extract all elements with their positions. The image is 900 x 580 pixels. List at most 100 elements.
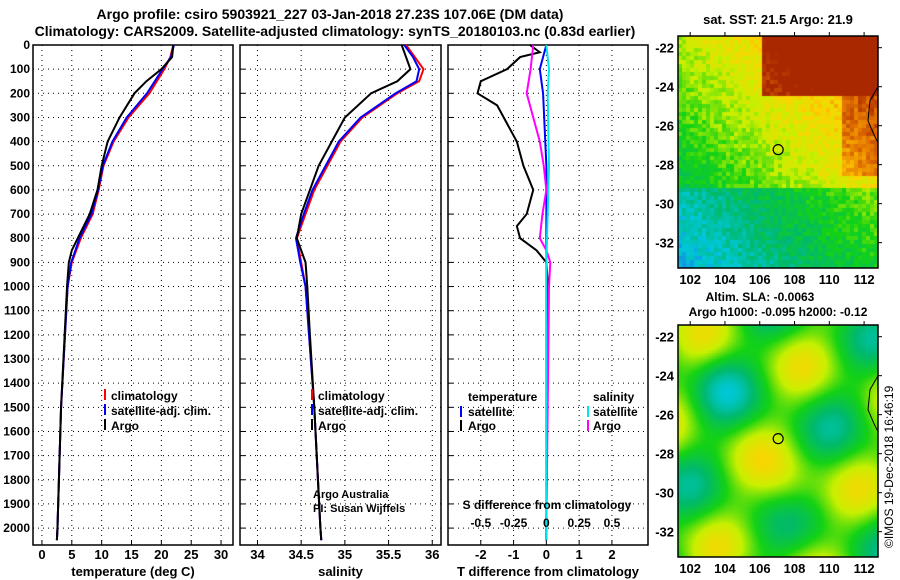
x-tick-label: 20 (154, 547, 168, 562)
sla-map (678, 325, 878, 557)
legend-label: satellite-adj. clim. (318, 404, 418, 418)
x-tick-label: 108 (784, 272, 806, 287)
legend-label: Argo (468, 419, 496, 433)
sst-map-title: sat. SST: 21.5 Argo: 21.9 (703, 12, 853, 27)
y-tick-label: -24 (655, 369, 675, 384)
x-tick-label: 34 (250, 547, 265, 562)
y-tick-label: -26 (655, 408, 674, 423)
x-tick-label: 106 (749, 272, 771, 287)
x-tick-label: 0 (543, 547, 550, 562)
y-tick-label: 1300 (3, 352, 30, 366)
figure-title: Argo profile: csiro 5903921_227 03-Jan-2… (97, 6, 564, 22)
x-tick-label: 5 (68, 547, 75, 562)
y-tick-label: -32 (655, 236, 674, 251)
x-tick-label: 1 (576, 547, 583, 562)
y-tick-label: -28 (655, 447, 674, 462)
plot-frame (447, 44, 649, 546)
x-tick-label: 30 (214, 547, 228, 562)
y-tick-label: 100 (10, 62, 30, 76)
x-axis-label: T difference from climatology (457, 564, 640, 579)
y-tick-label: -22 (655, 330, 674, 345)
y-tick-label: 2000 (3, 521, 30, 535)
x-tick-label: -1 (508, 547, 520, 562)
x-tick-label: 104 (714, 561, 736, 576)
coastline (867, 86, 879, 143)
y-tick-label: 900 (10, 255, 30, 269)
annotation-line: Argo Australia (313, 489, 389, 501)
x-tick-label: 104 (714, 272, 736, 287)
x-tick-label: -2 (475, 547, 487, 562)
x-axis-label: temperature (deg C) (71, 564, 195, 579)
x-tick-label: 25 (184, 547, 198, 562)
legend-label: climatology (111, 389, 178, 403)
y-tick-label: 1700 (3, 449, 30, 463)
y-tick-label: -32 (655, 525, 674, 540)
argo-position-marker (772, 144, 784, 156)
figure-subtitle: Climatology: CARS2009. Satellite-adjuste… (35, 23, 636, 39)
map-frame (677, 324, 879, 558)
legend-label: Argo (593, 419, 621, 433)
x-tick-label: 34.5 (289, 547, 314, 562)
coastline (867, 375, 879, 432)
y-tick-label: 1400 (3, 376, 30, 390)
x-tick-label: 35 (338, 547, 352, 562)
legend-label: satellite-adj. clim. (111, 404, 211, 418)
x-tick-label: 110 (819, 272, 840, 287)
y-tick-label: 0 (23, 38, 30, 52)
map-frame (677, 35, 879, 269)
series-line-salinity-satellite (545, 44, 550, 541)
panel-differences: -2 -1 0 1 2 T difference from climatology temp… (447, 44, 649, 579)
y-tick-label: 1500 (3, 400, 30, 414)
legend-label: Argo (318, 419, 346, 433)
legend-label: satellite (593, 405, 638, 419)
x-tick-label: 102 (679, 561, 701, 576)
x-axis-label: salinity (318, 564, 364, 579)
x-tick-label: 110 (819, 561, 840, 576)
s-tick-label: -0.25 (500, 516, 528, 530)
y-tick-label: 1600 (3, 424, 30, 438)
s-tick-label: 0 (543, 516, 550, 530)
series-line-salinity-argo (525, 44, 552, 541)
sla-map-axes: 102 104 106 108 110 112 -22 -24 -26 -28 -30 -32 (655, 321, 882, 576)
x-tick-label: 108 (784, 561, 806, 576)
x-tick-label: 10 (94, 547, 108, 562)
x-tick-label: 2 (608, 547, 615, 562)
y-tick-label: 300 (10, 110, 30, 124)
x-tick-label: 36 (425, 547, 439, 562)
y-tick-label: 400 (10, 135, 30, 149)
y-tick-label: 500 (10, 159, 30, 173)
s-tick-label: 0.25 (567, 516, 591, 530)
x-tick-label: 112 (854, 561, 875, 576)
annotation-line: PI: Susan Wijffels (313, 503, 405, 515)
plot-frame (239, 44, 442, 546)
s-tick-label: 0.5 (604, 516, 621, 530)
y-tick-label: 200 (10, 86, 30, 100)
y-tick-label: 800 (10, 231, 30, 245)
y-tick-label: -30 (655, 197, 674, 212)
y-tick-label: 1000 (3, 280, 30, 294)
s-axis-label: S difference from climatology (463, 498, 632, 512)
y-tick-label: -28 (655, 158, 674, 173)
s-tick-label: -0.5 (470, 516, 491, 530)
y-tick-label: 600 (10, 183, 30, 197)
legend-label: Argo (111, 419, 139, 433)
sst-map (678, 36, 878, 268)
y-tick-label: 1200 (3, 328, 30, 342)
x-tick-label: 112 (854, 272, 875, 287)
y-tick-label: 700 (10, 207, 30, 221)
x-tick-label: 102 (679, 272, 701, 287)
sla-map-title: Altim. SLA: -0.0063 (706, 290, 815, 304)
sla-map-subtitle: Argo h1000: -0.095 h2000: -0.12 (689, 305, 868, 319)
x-tick-label: 15 (124, 547, 138, 562)
x-tick-label: 0 (38, 547, 45, 562)
panel-temperature: 0 5 10 15 20 25 300100200300400500600700800900… (3, 38, 234, 579)
y-tick-label: -30 (655, 486, 674, 501)
imos-timestamp: ©IMOS 19-Dec-2018 16:46:19 (882, 385, 896, 548)
y-tick-label: 1900 (3, 497, 30, 511)
y-tick-label: 1100 (4, 304, 30, 318)
plot-frame (32, 44, 234, 546)
x-tick-label: 106 (749, 561, 771, 576)
argo-position-marker (772, 433, 784, 445)
